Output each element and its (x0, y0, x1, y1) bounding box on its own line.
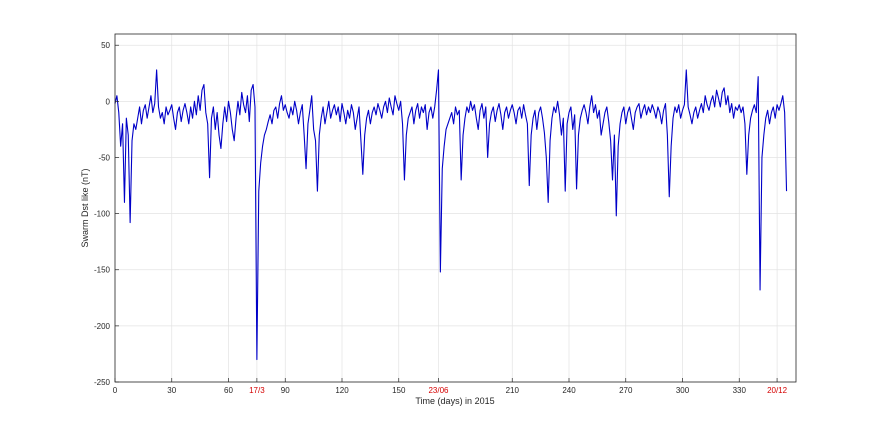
plot-background (115, 34, 796, 382)
grid (114, 34, 796, 383)
y-axis-title: Swarm Dst like (nT) (80, 168, 90, 247)
y-tick-label: 50 (101, 41, 110, 50)
y-axis-ticks: 50 0 -50 -100 -150 -200 -250 (94, 41, 119, 387)
x-tick-label: 120 (335, 386, 349, 395)
x-tick-label: 270 (619, 386, 633, 395)
x-tick-label: 300 (676, 386, 690, 395)
y-tick-label: -150 (94, 266, 111, 275)
y-tick-label: -250 (94, 378, 111, 387)
x-tick-label: 0 (113, 386, 118, 395)
x-tick-label: 240 (562, 386, 576, 395)
x-tick-label: 20/12 (767, 386, 788, 395)
y-tick-label: -100 (94, 210, 111, 219)
x-tick-label: 210 (506, 386, 520, 395)
x-axis-title: Time (days) in 2015 (415, 396, 494, 406)
x-axis-ticks: 0 30 60 17/3 90 120 150 23/06 210 240 270 300 330 20/… (113, 378, 788, 395)
x-tick-label: 90 (281, 386, 290, 395)
x-tick-label: 23/06 (428, 386, 449, 395)
x-tick-label: 60 (224, 386, 233, 395)
x-tick-label: 17/3 (249, 386, 265, 395)
series-layer (114, 69, 788, 361)
plot-frame (114, 33, 797, 383)
dst-series-line (114, 69, 788, 361)
y-tick-label: -200 (94, 322, 111, 331)
x-tick-label: 330 (733, 386, 747, 395)
y-tick-label: 0 (106, 97, 111, 106)
y-tick-label: -50 (98, 153, 110, 162)
x-tick-label: 150 (392, 386, 406, 395)
x-tick-label: 30 (167, 386, 176, 395)
